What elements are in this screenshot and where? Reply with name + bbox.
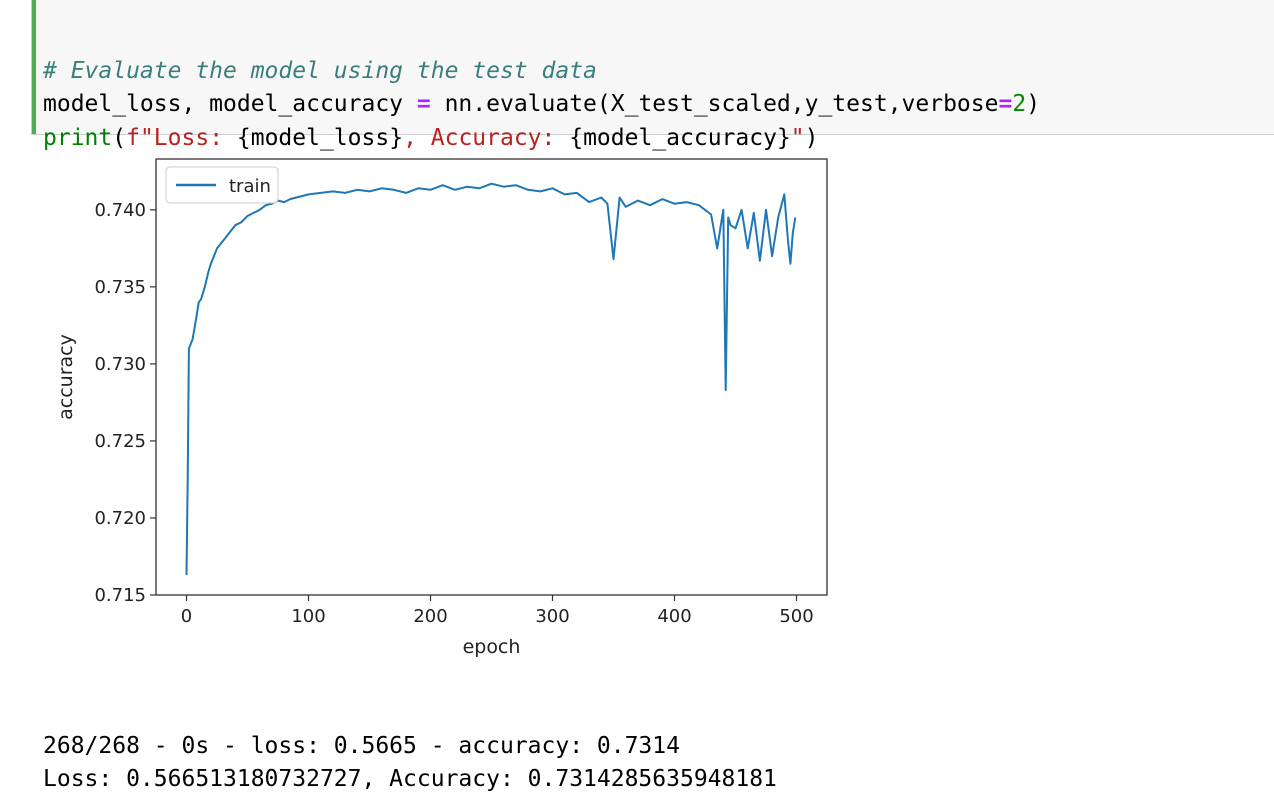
x-tick-label-300: 300 [535,606,569,627]
plot-frame [155,158,828,596]
code-line-2: model_loss, model_accuracy = nn.evaluate… [43,91,1041,117]
legend-label: train [229,176,271,197]
y-tick-label-1: 0.720 [94,508,146,529]
x-tick-label-0: 0 [181,606,192,627]
code-cell[interactable]: # Evaluate the model using the test data… [31,0,1274,151]
cell-output: 268/268 - 0s - loss: 0.5665 - accuracy: … [43,696,777,797]
accuracy-plot: 0 100 200 300 400 500 0.715 0.720 0.725 0.730 0.73… [40,150,840,670]
y-tick-label-4: 0.735 [94,277,146,298]
code-editor[interactable]: # Evaluate the model using the test data… [43,21,1040,189]
output-line-1: 268/268 - 0s - loss: 0.5665 - accuracy: … [43,732,680,759]
x-tick-label-100: 100 [291,606,325,627]
y-tick-label-5: 0.740 [94,200,146,221]
x-tick-label-400: 400 [657,606,691,627]
code-line-3: print(f"Loss: {model_loss}, Accuracy: {m… [43,124,819,151]
y-axis-label: accuracy [55,334,77,420]
y-tick-label-2: 0.725 [94,431,146,452]
output-line-2: Loss: 0.566513180732727, Accuracy: 0.731… [43,766,777,792]
legend-box [165,166,279,204]
x-tick-label-200: 200 [413,606,447,627]
y-tick-label-0: 0.715 [94,585,146,606]
accuracy-chart-svg: 0 100 200 300 400 500 0.715 0.720 0.725 0.730 0.73… [55,158,828,658]
x-axis-label: epoch [463,636,521,658]
series-line-train [185,182,797,576]
y-tick-label-3: 0.730 [94,354,146,375]
code-comment: # Evaluate the model using the test data [43,57,597,84]
x-tick-label-500: 500 [779,606,813,627]
